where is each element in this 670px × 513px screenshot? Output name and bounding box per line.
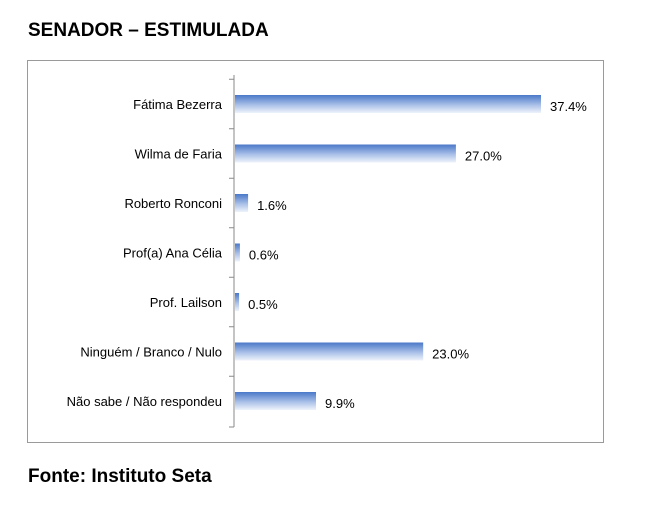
category-label: Prof. Lailson [150,295,222,310]
value-label: 1.6% [257,198,287,213]
value-label: 0.6% [249,248,279,263]
category-label: Fátima Bezerra [133,97,223,112]
category-label: Wilma de Faria [135,147,223,162]
value-label: 37.4% [550,99,587,114]
source-note: Fonte: Instituto Seta [28,466,212,487]
bar [235,342,424,361]
value-label: 0.5% [248,297,278,312]
bar [235,144,456,163]
bar [235,392,316,410]
bar [235,293,240,311]
category-label: Não sabe / Não respondeu [67,394,222,409]
value-label: 27.0% [465,149,502,164]
chart-frame: Fátima Bezerra 37.4% Wilma de Faria 27.0% Ro… [27,60,604,443]
bar [235,95,541,113]
category-label: Ninguém / Branco / Nulo [80,345,222,360]
category-label: Roberto Ronconi [124,196,222,211]
bar [235,194,249,212]
bar-chart: Fátima Bezerra 37.4% Wilma de Faria 27.0% Ro… [67,75,587,428]
bar [235,243,240,262]
value-label: 9.9% [325,396,355,411]
category-label: Prof(a) Ana Célia [123,246,223,261]
value-label: 23.0% [432,347,469,362]
page-title: SENADOR – ESTIMULADA [28,20,269,41]
